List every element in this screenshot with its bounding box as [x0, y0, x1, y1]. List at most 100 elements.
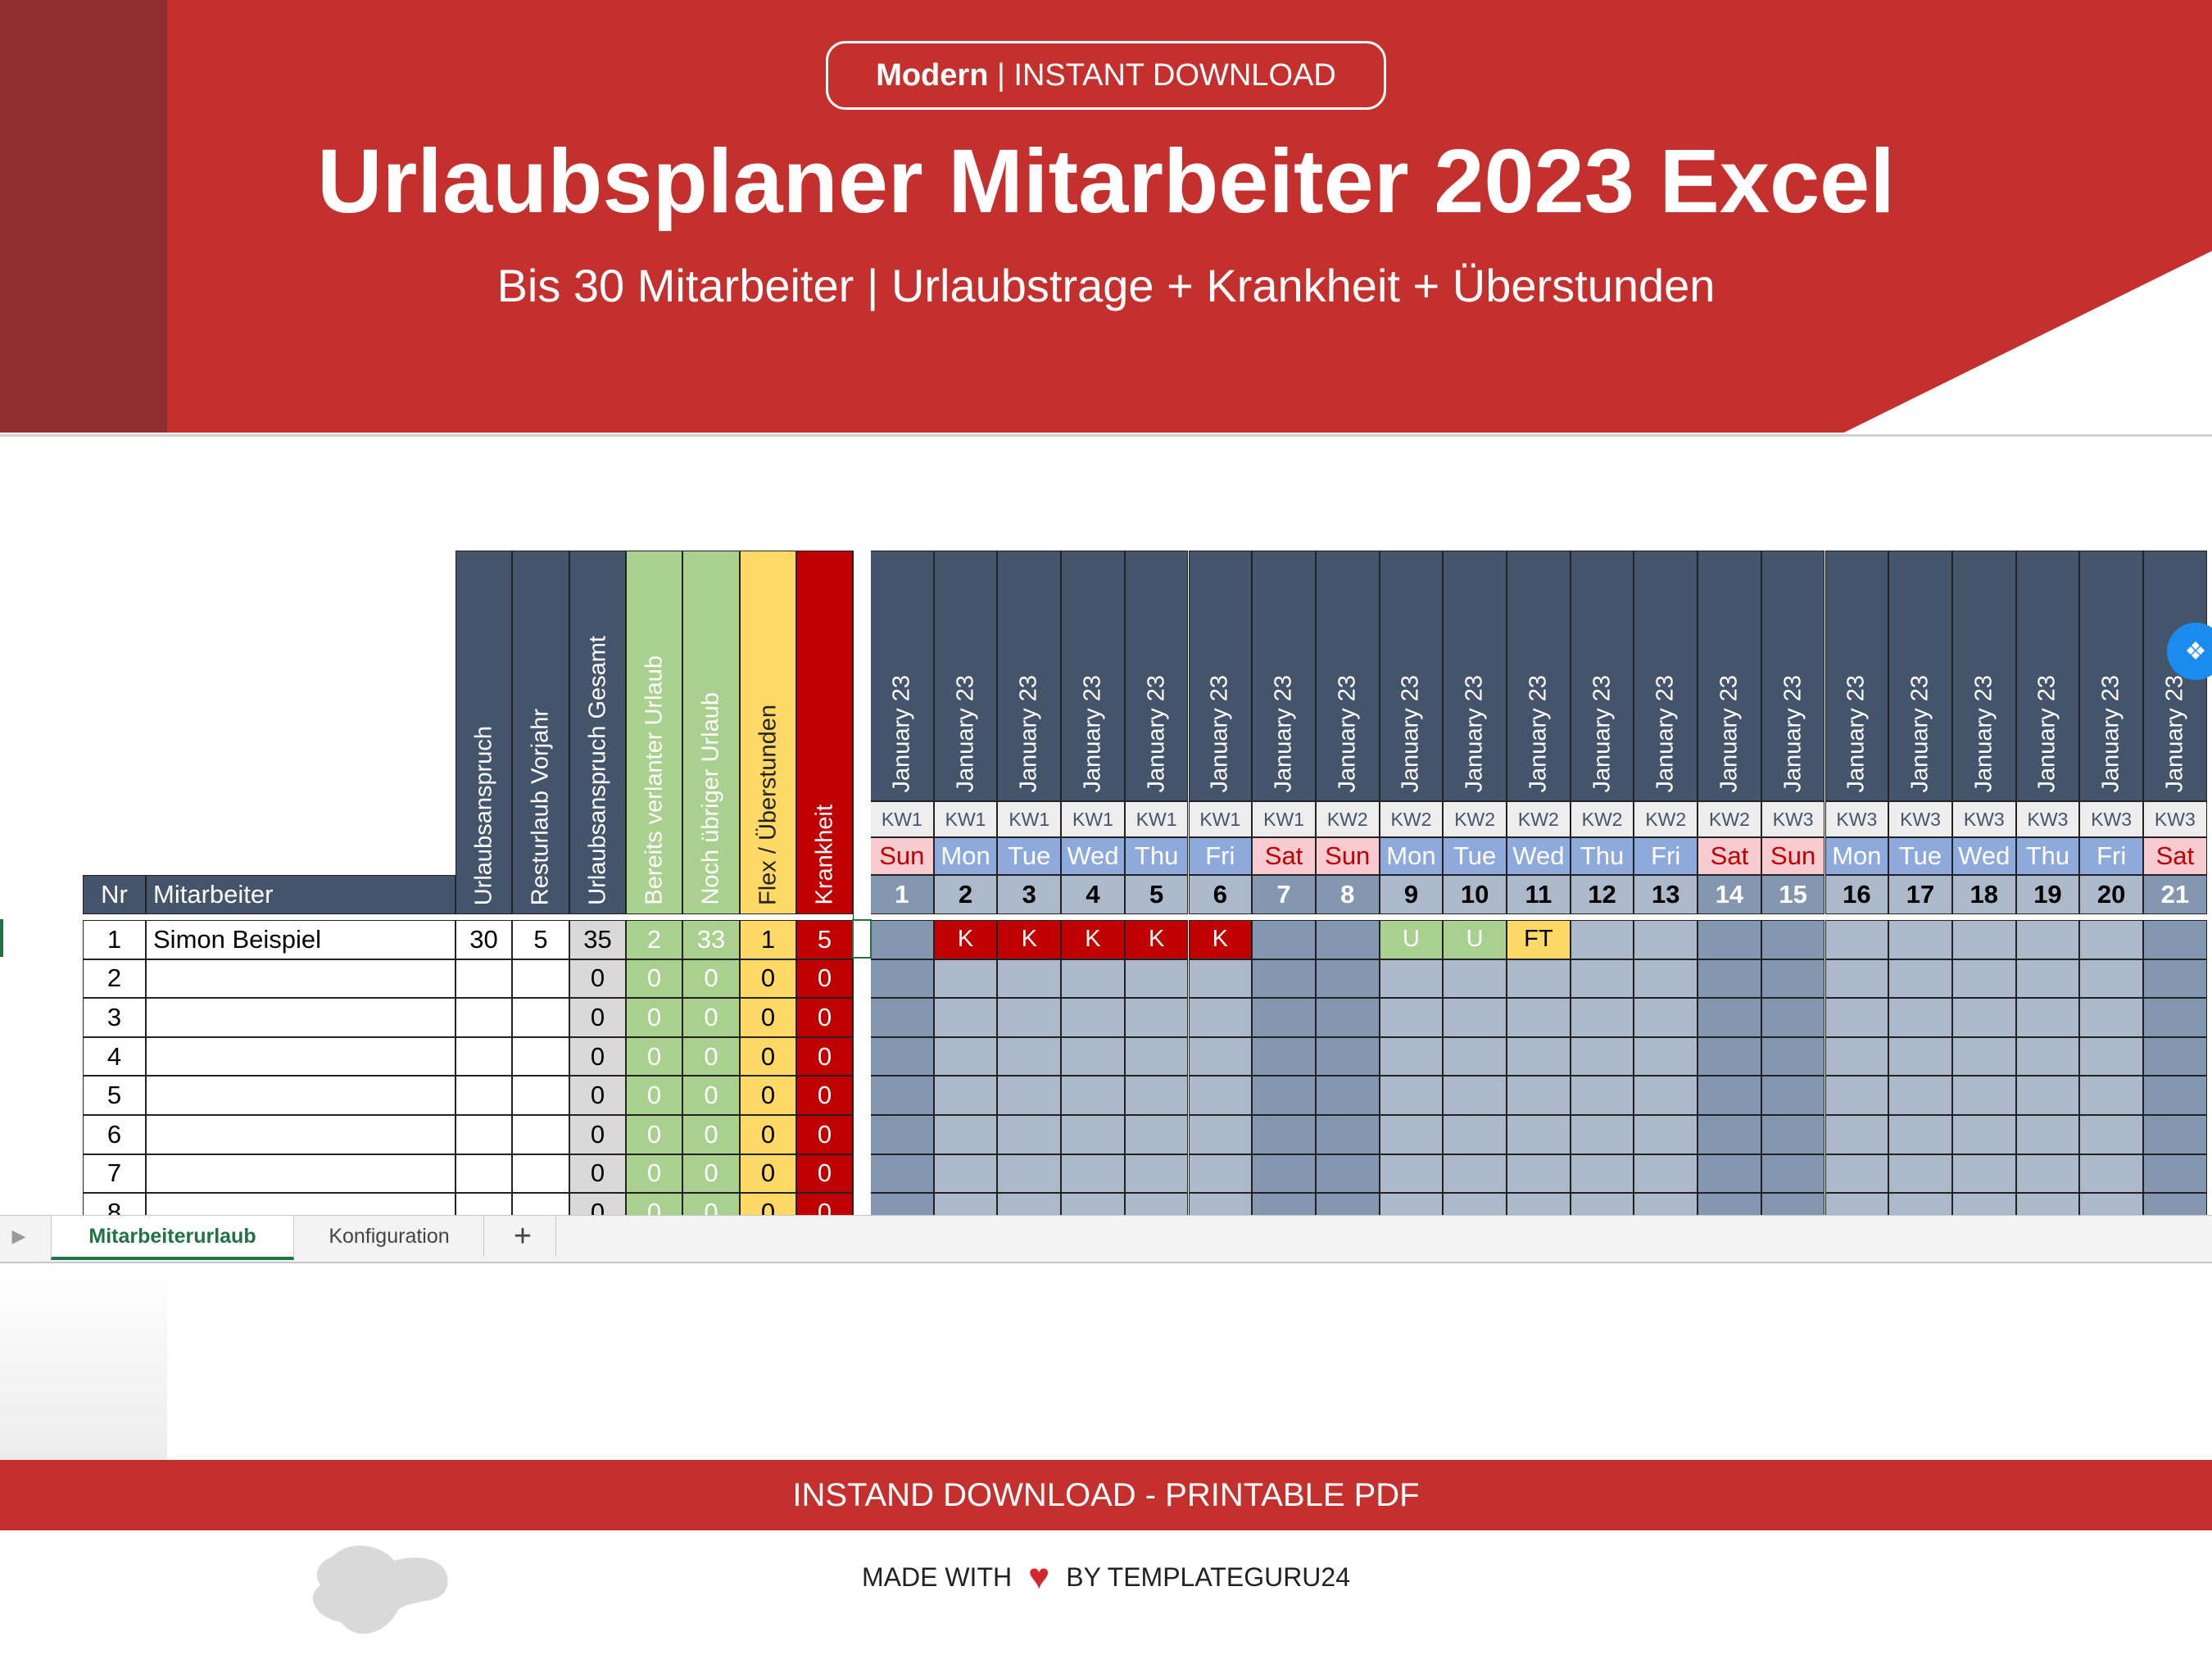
calendar-cell[interactable] [1315, 1154, 1380, 1194]
calendar-cell[interactable] [1888, 1036, 1952, 1077]
row-gesamt[interactable]: 0 [569, 959, 626, 999]
day-weekday-cell[interactable]: Thu [1124, 837, 1189, 875]
row-verplant[interactable]: 0 [626, 1154, 682, 1194]
day-week-cell[interactable]: KW2 [1443, 801, 1507, 837]
tab-konfiguration[interactable]: Konfiguration [295, 1216, 484, 1257]
calendar-cell[interactable] [870, 959, 934, 999]
calendar-cell[interactable] [933, 1154, 998, 1194]
calendar-cell[interactable] [1124, 1115, 1189, 1154]
calendar-cell[interactable] [870, 1115, 934, 1154]
day-weekday-cell[interactable]: Sun [1761, 837, 1825, 875]
calendar-cell[interactable] [1570, 998, 1634, 1037]
day-weekday-cell[interactable]: Tue [1443, 837, 1507, 875]
calendar-cell[interactable] [1124, 1036, 1189, 1077]
row-name[interactable] [146, 1036, 456, 1077]
day-week-cell[interactable]: KW1 [1124, 801, 1189, 837]
day-weekday-cell[interactable]: Thu [2015, 837, 2080, 875]
calendar-cell[interactable] [1761, 998, 1825, 1037]
calendar-cell[interactable] [870, 998, 934, 1037]
row-rest[interactable] [512, 998, 569, 1037]
row-gesamt[interactable]: 0 [569, 1154, 626, 1194]
selected-cell[interactable] [852, 919, 872, 959]
calendar-cell[interactable] [1951, 920, 2016, 959]
day-number-cell[interactable]: 18 [1951, 875, 2016, 914]
row-rest[interactable] [512, 1115, 569, 1154]
calendar-cell[interactable] [1507, 959, 1571, 999]
day-weekday-cell[interactable]: Mon [933, 837, 998, 875]
day-weekday-cell[interactable]: Tue [997, 837, 1062, 875]
calendar-cell[interactable] [1634, 1036, 1698, 1077]
calendar-cell[interactable] [1761, 1154, 1825, 1194]
calendar-cell[interactable] [1252, 1154, 1316, 1194]
calendar-cell[interactable] [1443, 998, 1507, 1037]
day-weekday-cell[interactable]: Wed [1061, 837, 1125, 875]
calendar-cell[interactable] [2079, 1115, 2143, 1154]
day-number-cell[interactable]: 3 [997, 875, 1062, 914]
day-week-cell[interactable]: KW3 [2143, 801, 2207, 837]
calendar-cell[interactable] [1761, 920, 1825, 959]
day-number-cell[interactable]: 11 [1507, 875, 1571, 914]
calendar-cell[interactable] [2015, 1115, 2080, 1154]
calendar-cell[interactable] [870, 1076, 934, 1115]
calendar-cell[interactable] [1888, 1154, 1952, 1194]
row-krank[interactable]: 0 [796, 1115, 853, 1154]
dropbox-icon[interactable]: ❖ [2167, 623, 2212, 680]
day-number-cell[interactable]: 6 [1188, 875, 1253, 914]
calendar-cell[interactable] [1698, 998, 1761, 1037]
calendar-cell[interactable] [1379, 1036, 1444, 1077]
calendar-cell[interactable] [1824, 1036, 1889, 1077]
calendar-cell[interactable] [2079, 1076, 2143, 1115]
calendar-cell[interactable] [1379, 1154, 1444, 1194]
calendar-cell[interactable] [1315, 920, 1380, 959]
day-week-cell[interactable]: KW1 [1061, 801, 1125, 837]
row-uebrig[interactable]: 0 [682, 1036, 740, 1077]
row-flex[interactable]: 0 [740, 959, 796, 999]
row-uebrig[interactable]: 0 [682, 959, 740, 999]
calendar-cell[interactable] [1698, 1154, 1761, 1194]
row-nr[interactable]: 1 [83, 920, 146, 959]
row-rest[interactable] [512, 1076, 569, 1115]
calendar-cell[interactable] [997, 1076, 1062, 1115]
calendar-cell[interactable] [1443, 1154, 1507, 1194]
calendar-cell[interactable] [1698, 1076, 1761, 1115]
calendar-cell[interactable] [1443, 959, 1507, 999]
day-number-cell[interactable]: 21 [2143, 875, 2207, 914]
day-weekday-cell[interactable]: Wed [1507, 837, 1571, 875]
calendar-cell[interactable] [1888, 1076, 1952, 1115]
day-week-cell[interactable]: KW2 [1379, 801, 1444, 837]
calendar-cell[interactable] [1188, 1115, 1253, 1154]
row-uebrig[interactable]: 33 [682, 920, 740, 959]
day-number-cell[interactable]: 13 [1634, 875, 1698, 914]
calendar-cell[interactable] [1888, 959, 1952, 999]
day-number-cell[interactable]: 8 [1315, 875, 1380, 914]
day-number-cell[interactable]: 1 [870, 875, 934, 914]
calendar-cell[interactable] [933, 1115, 998, 1154]
calendar-cell[interactable] [933, 1036, 998, 1077]
row-name[interactable] [146, 1154, 456, 1194]
row-krank[interactable]: 0 [796, 998, 853, 1037]
calendar-cell[interactable] [1443, 1115, 1507, 1154]
row-flex[interactable]: 0 [740, 1115, 796, 1154]
calendar-cell[interactable] [1507, 1076, 1571, 1115]
day-number-cell[interactable]: 12 [1570, 875, 1634, 914]
calendar-cell[interactable] [1061, 1076, 1125, 1115]
day-week-cell[interactable]: KW2 [1315, 801, 1380, 837]
day-weekday-cell[interactable]: Mon [1824, 837, 1889, 875]
row-name[interactable] [146, 1115, 456, 1154]
calendar-cell[interactable] [1698, 1036, 1761, 1077]
calendar-cell[interactable] [1570, 920, 1634, 959]
calendar-cell[interactable] [997, 1115, 1062, 1154]
calendar-cell[interactable] [2015, 959, 2080, 999]
row-verplant[interactable]: 0 [626, 1076, 682, 1115]
day-weekday-cell[interactable]: Fri [1188, 837, 1253, 875]
day-week-cell[interactable]: KW3 [1824, 801, 1889, 837]
row-anspruch[interactable] [456, 998, 512, 1037]
calendar-cell[interactable] [2143, 959, 2207, 999]
calendar-cell[interactable] [1315, 1076, 1380, 1115]
day-number-cell[interactable]: 19 [2015, 875, 2080, 914]
calendar-cell[interactable] [2015, 920, 2080, 959]
day-weekday-cell[interactable]: Sat [2143, 837, 2207, 875]
row-nr[interactable]: 2 [83, 959, 146, 999]
row-krank[interactable]: 0 [796, 1036, 853, 1077]
calendar-cell[interactable] [1252, 998, 1316, 1037]
